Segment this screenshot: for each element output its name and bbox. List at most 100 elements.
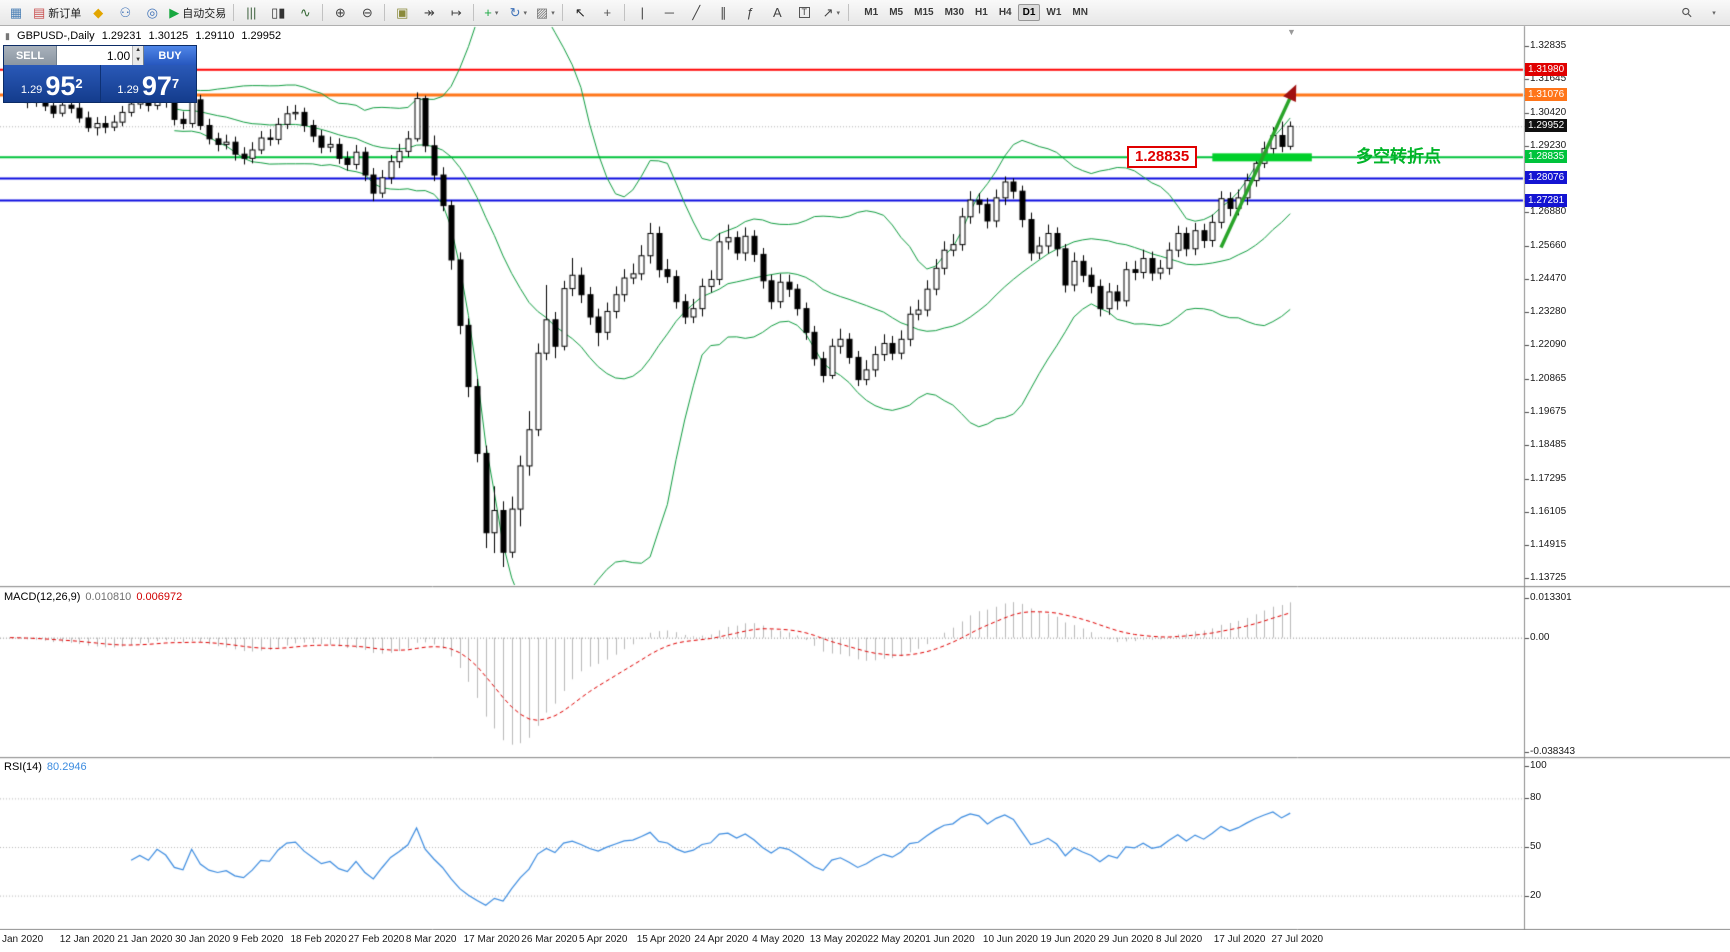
- candle-chart-button[interactable]: ▯▮: [265, 2, 291, 24]
- search-button[interactable]: ⚲: [1674, 2, 1700, 24]
- price-tick: 1.17295: [1530, 472, 1567, 484]
- vertical-line-button[interactable]: |: [629, 2, 655, 24]
- zoom-out-button[interactable]: ⊖: [354, 2, 380, 24]
- options-button[interactable]: ◎: [139, 2, 165, 24]
- date-label: 30 Jan 2020: [175, 934, 231, 945]
- toolbar-separator: [384, 4, 386, 21]
- bar-chart-button[interactable]: |||: [238, 2, 264, 24]
- tf-h1-button[interactable]: H1: [975, 7, 988, 18]
- zoom-in-button[interactable]: ⊕: [327, 2, 353, 24]
- community-button[interactable]: ⚇: [112, 2, 138, 24]
- horizontal-line-icon: ─: [664, 5, 674, 20]
- price-tick: 1.29230: [1530, 140, 1567, 152]
- macd-main-value: 0.010810: [85, 591, 132, 603]
- trendline-button[interactable]: ╱: [683, 2, 709, 24]
- macd-scale-label: 0.00: [1530, 631, 1550, 643]
- tf-d1-button[interactable]: D1: [1017, 4, 1041, 21]
- tile-windows-button[interactable]: ▣: [389, 2, 415, 24]
- chart-shift-button[interactable]: ↦: [443, 2, 469, 24]
- indicators-button[interactable]: + ▾: [478, 2, 504, 24]
- volume-increase-button[interactable]: ▲: [132, 46, 143, 56]
- price-tick: 1.23280: [1530, 306, 1567, 317]
- time-axis[interactable]: Jan 2020 12 Jan 2020 21 Jan 2020 30 Jan 202…: [0, 930, 1730, 952]
- chart-shift-icon: ↦: [450, 5, 462, 20]
- auto-scroll-button[interactable]: ↠: [416, 2, 442, 24]
- rsi-scale-label: 100: [1530, 760, 1547, 771]
- candle-chart-icon: ▯▮: [271, 5, 286, 20]
- chevron-down-icon: ▾: [523, 9, 527, 17]
- support-level-price-label[interactable]: 1.28835: [1127, 146, 1198, 169]
- tf-m30-button[interactable]: M30: [944, 7, 965, 18]
- sell-price-display[interactable]: 1.29 95 2: [4, 65, 100, 102]
- templates-icon: ▨: [535, 5, 549, 20]
- crosshair-button[interactable]: +: [594, 2, 620, 24]
- buy-price-pip: 7: [171, 76, 180, 91]
- chevron-down-icon: ▾: [494, 9, 499, 17]
- tf-m1-button[interactable]: M1: [864, 7, 879, 18]
- channel-icon: ∥: [720, 5, 727, 20]
- volume-input[interactable]: [57, 48, 133, 63]
- turning-point-note[interactable]: 多空转折点: [1356, 147, 1441, 167]
- buy-price-display[interactable]: 1.29 97 7: [99, 65, 197, 102]
- ohlc-open: 1.29231: [101, 30, 142, 42]
- date-label: 12 Jan 2020: [59, 934, 115, 945]
- metaeditor-button[interactable]: ◆: [85, 2, 111, 24]
- date-label: 27 Jul 2020: [1271, 934, 1324, 945]
- chart-title: ▮ GBPUSD-,Daily 1.29231 1.30125 1.29110 …: [5, 30, 285, 42]
- tf-m5-button[interactable]: M5: [889, 7, 904, 18]
- price-level-label: 1.31076: [1525, 87, 1568, 101]
- toolbar-overflow-button[interactable]: ▾: [1701, 2, 1727, 24]
- date-label: 24 Apr 2020: [694, 934, 749, 945]
- price-level-label: 1.29952: [1525, 119, 1568, 133]
- price-axis[interactable]: 1.32835 1.31645 1.30420 1.29230 1.26880 1.256…: [1524, 26, 1730, 930]
- rsi-label: RSI(14): [4, 761, 42, 773]
- trendline-icon: ╱: [692, 5, 701, 20]
- autotrading-button[interactable]: ▶ 自动交易: [166, 2, 229, 24]
- chevron-down-icon: ▾: [1712, 9, 1716, 17]
- sell-price-big: 95: [45, 71, 76, 101]
- tf-h4-button[interactable]: H4: [998, 7, 1012, 18]
- options-icon: ◎: [146, 5, 158, 20]
- tf-mn-button[interactable]: MN: [1072, 7, 1088, 18]
- rsi-header: RSI(14) 80.2946: [4, 761, 92, 773]
- price-tick: 1.31645: [1530, 73, 1567, 85]
- new-order-button-label: 新订单: [48, 7, 82, 20]
- buy-button[interactable]: BU﻿Y: [144, 46, 196, 65]
- price-level-label: 1.28835: [1525, 150, 1568, 164]
- toolbar-separator: [322, 4, 324, 21]
- templates-button[interactable]: ▨ ▾: [532, 2, 558, 24]
- toolbar-separator: [233, 4, 235, 21]
- horizontal-line-button[interactable]: ─: [656, 2, 682, 24]
- price-tick: 1.18485: [1530, 439, 1567, 451]
- periods-button[interactable]: ↻ ▾: [505, 2, 531, 24]
- date-label: 26 Mar 2020: [521, 934, 578, 945]
- macd-scale-label: -0.038343: [1530, 746, 1576, 757]
- tf-m15-button[interactable]: M15: [914, 7, 934, 18]
- arrows-button[interactable]: ↗ ▾: [818, 2, 844, 24]
- line-chart-icon: ∿: [299, 5, 311, 20]
- tf-w1-button[interactable]: W1: [1046, 7, 1062, 18]
- macd-label: MACD(12,26,9): [4, 591, 81, 603]
- chart-shift-marker-icon: ▼: [1287, 27, 1296, 37]
- price-tick: 1.30420: [1530, 107, 1567, 119]
- date-label: 18 Feb 2020: [290, 934, 347, 945]
- rsi-value: 80.2946: [46, 761, 87, 773]
- volume-decrease-button[interactable]: ▼: [132, 55, 143, 65]
- cursor-button[interactable]: ↖: [567, 2, 593, 24]
- bar-chart-icon: |||: [246, 5, 257, 20]
- text-button[interactable]: A: [764, 2, 790, 24]
- new-order-button[interactable]: ▤ 新订单: [30, 2, 84, 24]
- channel-button[interactable]: ∥: [710, 2, 736, 24]
- line-chart-button[interactable]: ∿: [292, 2, 318, 24]
- date-label: 1 Jun 2020: [925, 934, 975, 945]
- indicators-icon: +: [484, 5, 492, 20]
- sell-button[interactable]: SELL: [4, 46, 57, 65]
- price-tick: 1.24470: [1530, 272, 1567, 284]
- date-label: 19 Jun 2020: [1040, 934, 1096, 945]
- new-chart-button[interactable]: ▦: [3, 2, 29, 24]
- date-label: 8 Jul 2020: [1156, 934, 1203, 945]
- fibonacci-button[interactable]: ƒ: [737, 2, 763, 24]
- macd-scale-label: 0.013301: [1530, 592, 1572, 603]
- label-button[interactable]: T: [791, 2, 817, 24]
